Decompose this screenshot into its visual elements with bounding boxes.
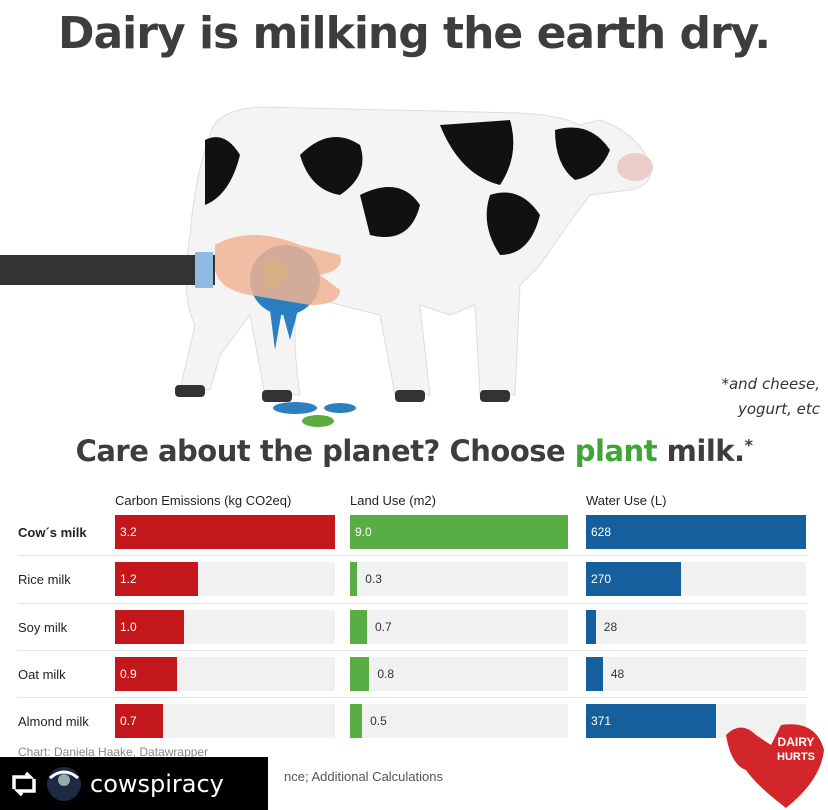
bar-value-label: 371 [591,714,612,728]
bar-value-label: 628 [591,525,612,539]
bar [115,562,198,596]
subtitle: Care about the planet? Choose plant milk… [0,434,828,468]
bar-value-label: 0.7 [374,620,392,634]
bar-track [350,562,568,596]
avatar[interactable] [46,766,82,802]
account-handle[interactable]: cowspiracy [90,769,224,798]
subtitle-asterisk: * [744,435,753,455]
bar-value-label: 270 [591,572,612,586]
bar [586,657,603,691]
svg-text:HURTS: HURTS [777,751,815,763]
bar [350,704,363,738]
bar-value-label: 1.0 [120,620,137,634]
bar-value-label: 1.2 [120,572,137,586]
bar [115,704,164,738]
bar [350,610,367,644]
chart-source: nce; Additional Calculations [284,769,443,784]
bar [115,610,184,644]
bar [586,515,806,549]
row-divider [18,650,808,651]
bar-value-label: 3.2 [120,525,137,539]
bar-value-label: 48 [610,667,625,681]
bar [586,704,716,738]
page-title: Dairy is milking the earth dry. [57,8,771,59]
bar-track [586,657,806,691]
bar-value-label: 28 [603,620,618,634]
bar [586,562,681,596]
dairy-hurts-logo: DAIRY HURTS [726,724,824,808]
row-label: Almond milk [18,714,89,729]
row-label: Rice milk [18,572,71,587]
svg-text:DAIRY: DAIRY [778,735,815,749]
cow-illustration [0,106,653,431]
bar [350,562,358,596]
row-label: Cow´s milk [18,525,87,540]
repost-overlay: cowspiracy [0,757,268,810]
bar [586,610,596,644]
bar-value-label: 0.9 [120,667,137,681]
subtitle-text: Care about the planet? Choose [75,434,575,468]
bar-track [350,657,568,691]
column-header: Water Use (L) [586,493,667,508]
bar-track [586,610,806,644]
bar-track [350,704,568,738]
chart-credit: Chart: Daniela Haake, Datawrapper [18,745,209,759]
subtitle-highlight: plant [574,434,658,468]
column-header: Carbon Emissions (kg CO2eq) [115,493,292,508]
footnote: *and cheese, yogurt, etc [721,375,820,418]
bar [350,515,568,549]
bar-value-label: 9.0 [355,525,372,539]
row-divider [18,603,808,604]
bar [350,657,370,691]
row-label: Oat milk [18,667,66,682]
repost-icon [12,771,36,796]
row-divider [18,697,808,698]
row-divider [18,555,808,556]
column-header: Land Use (m2) [350,493,436,508]
bar [115,657,177,691]
bar-value-label: 0.7 [120,714,137,728]
bar-value-label: 0.5 [370,714,387,728]
subtitle-text-end: milk. [657,434,745,468]
bar-track [350,610,568,644]
row-label: Soy milk [18,620,68,635]
bar-value-label: 0.8 [377,667,395,681]
bar [115,515,335,549]
bar-value-label: 0.3 [365,572,382,586]
